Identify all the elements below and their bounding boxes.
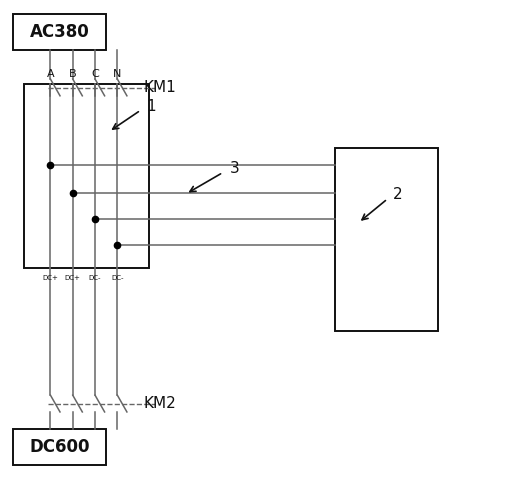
Text: 2: 2: [393, 187, 402, 203]
FancyBboxPatch shape: [335, 148, 438, 331]
FancyBboxPatch shape: [13, 14, 106, 50]
Text: DC+: DC+: [42, 275, 58, 282]
Text: DC-: DC-: [111, 275, 124, 282]
FancyBboxPatch shape: [13, 429, 106, 465]
Text: 1: 1: [146, 99, 156, 114]
Text: N: N: [113, 68, 122, 79]
Text: DC600: DC600: [30, 438, 90, 456]
Text: A: A: [47, 68, 54, 79]
Text: C: C: [91, 68, 99, 79]
Text: B: B: [69, 68, 76, 79]
Text: DC-: DC-: [89, 275, 101, 282]
Text: 3: 3: [229, 161, 239, 176]
Text: DC+: DC+: [65, 275, 81, 282]
Text: AC380: AC380: [30, 23, 90, 41]
FancyBboxPatch shape: [24, 84, 149, 268]
Text: KM1: KM1: [143, 80, 176, 95]
Text: KM2: KM2: [143, 396, 176, 411]
